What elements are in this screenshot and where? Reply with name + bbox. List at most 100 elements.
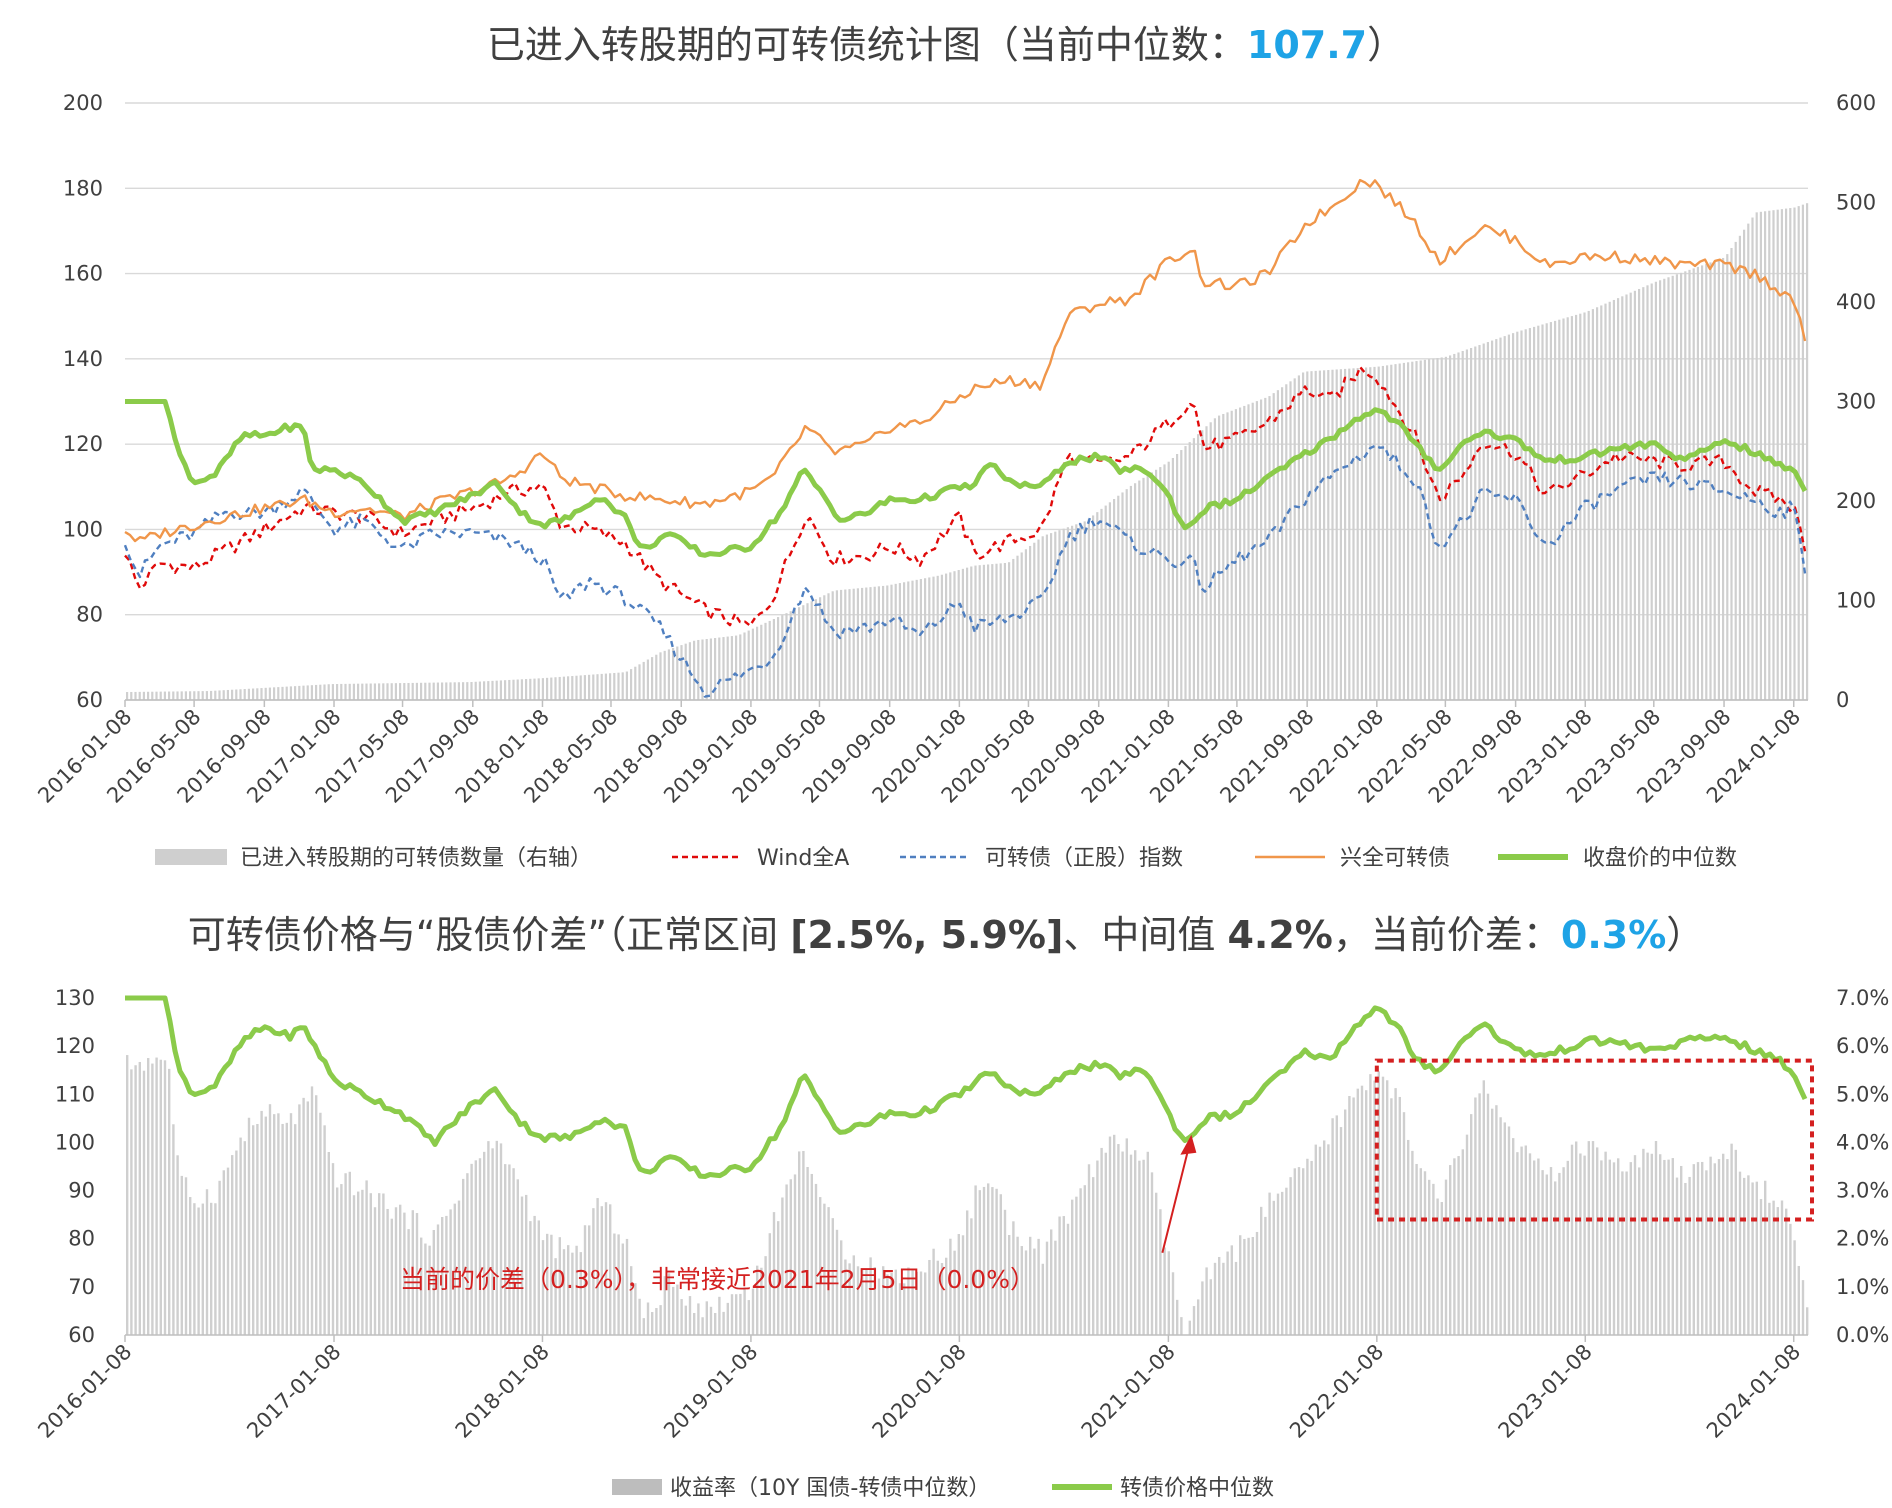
chart2-spread-bar — [1373, 1080, 1376, 1335]
chart2-spread-bar — [1402, 1112, 1406, 1335]
chart2-spread-bar — [302, 1097, 305, 1335]
chart2-spread-bar — [974, 1185, 977, 1335]
chart1-count-bar — [814, 599, 817, 700]
chart1-count-bar — [151, 691, 154, 700]
chart2-spread-bar — [1075, 1196, 1078, 1335]
chart2-annotation-text: 当前的价差（0.3%），非常接近2021年2月5日（0.0%） — [400, 1265, 1035, 1294]
chart2-spread-bar — [1239, 1235, 1242, 1335]
chart2-spread-bar — [1092, 1177, 1095, 1335]
chart2-spread-bar — [907, 1267, 910, 1335]
chart2-spread-bar — [1314, 1144, 1317, 1335]
chart2-spread-bar — [420, 1237, 423, 1335]
chart1-count-bar — [1281, 387, 1284, 700]
legend-wind-a-label: Wind全A — [757, 846, 849, 871]
chart2-spread-bar — [403, 1212, 406, 1335]
chart1-count-bar — [1495, 339, 1498, 700]
chart1-count-bar — [1054, 531, 1057, 700]
chart2-spread-bar — [953, 1250, 956, 1335]
chart1-count-bar — [831, 591, 834, 700]
chart2-spread-bar — [256, 1124, 259, 1335]
chart1-count-bar — [243, 689, 246, 700]
chart1-count-bar — [273, 687, 276, 700]
chart2-spread-bar — [722, 1311, 725, 1335]
chart2-spread-bar — [1066, 1223, 1070, 1335]
chart1-count-bar — [323, 684, 326, 700]
chart2-spread-bar — [869, 1257, 872, 1335]
chart2-spread-bar — [911, 1269, 914, 1335]
chart1-count-bar — [184, 691, 187, 700]
chart2-spread-bar — [1671, 1158, 1674, 1335]
chart2-spread-bar — [1381, 1076, 1385, 1335]
chart1-count-bar — [1633, 290, 1636, 700]
chart2-spread-bar — [785, 1184, 788, 1335]
chart2-spread-bar — [936, 1260, 939, 1335]
chart2-spread-bar — [1058, 1216, 1061, 1335]
chart2-spread-bar — [1050, 1229, 1053, 1335]
chart1-count-bar — [441, 682, 444, 700]
chart2-spread-bar — [1159, 1209, 1162, 1335]
chart1-count-bar — [1390, 364, 1393, 700]
chart2-spread-bar — [1289, 1177, 1292, 1335]
chart2-spread-bar — [218, 1180, 221, 1335]
chart2-price-median-line — [125, 995, 1808, 1179]
chart1-count-bar — [1768, 210, 1771, 701]
chart2-spread-bar — [1806, 1307, 1809, 1335]
chart1-count-bar — [1709, 262, 1712, 700]
chart1-count-bar — [1150, 472, 1153, 700]
chart2-spread-bar — [478, 1158, 482, 1335]
chart2-spread-bar — [1512, 1138, 1515, 1335]
chart1-count-bar — [1087, 518, 1090, 700]
chart1-count-bar — [583, 675, 586, 700]
chart1-count-bar — [1617, 298, 1620, 700]
chart1-count-bar — [999, 563, 1002, 700]
chart2-spread-bar — [1436, 1198, 1439, 1335]
chart1-count-bar — [995, 563, 998, 700]
chart1-count-bar — [1075, 524, 1078, 700]
chart1-count-bar — [264, 687, 267, 700]
chart2-spread-bar — [163, 1060, 167, 1335]
chart1-count-bar — [953, 571, 956, 700]
chart1-y-left-tick: 180 — [63, 176, 103, 200]
chart2-spread-bar — [1482, 1080, 1485, 1335]
chart1-title: 已进入转股期的可转债统计图（当前中位数：107.7） — [487, 23, 1405, 67]
chart1-count-bar — [697, 639, 700, 700]
chart1-count-bar — [533, 678, 536, 700]
chart2-spread-bar — [1747, 1175, 1750, 1335]
chart1-bond-index-line — [123, 444, 1807, 698]
chart1-count-bar — [1092, 515, 1095, 700]
chart1-count-bar — [903, 582, 906, 700]
chart2-spread-bar — [877, 1278, 881, 1335]
chart1-count-bar — [1776, 209, 1779, 700]
chart2-spread-bar — [1310, 1160, 1313, 1335]
chart2-spread-bar — [1352, 1097, 1355, 1335]
chart1-count-bar — [1264, 397, 1267, 700]
chart2-spread-bar — [231, 1155, 234, 1335]
chart1-count-bar — [327, 684, 330, 700]
chart2-spread-bar — [1171, 1272, 1175, 1335]
chart1-count-bar — [625, 671, 628, 700]
chart2-spread-bar — [1465, 1134, 1469, 1335]
chart2-spread-bar — [382, 1193, 385, 1335]
chart2-spread-bar — [1251, 1236, 1254, 1335]
chart2-spread-bar — [1751, 1182, 1754, 1335]
chart2-spread-bar — [1722, 1153, 1725, 1335]
chart1-y-right-tick: 500 — [1836, 191, 1876, 215]
chart2-spread-bar — [1549, 1167, 1553, 1335]
chart1-count-bar — [1667, 277, 1670, 700]
chart2-y-left-tick: 120 — [55, 1034, 95, 1058]
chart1-count-bar — [810, 601, 813, 700]
chart2-spread-bar — [1570, 1144, 1574, 1335]
chart2-spread-bar — [1499, 1117, 1502, 1335]
chart2-spread-bar — [1684, 1182, 1687, 1335]
chart2-spread-bar — [852, 1255, 855, 1335]
chart2-spread-bar — [1008, 1235, 1011, 1335]
chart1-count-bar — [768, 620, 771, 700]
chart1-count-bar — [764, 622, 767, 700]
chart1-count-bar — [819, 597, 822, 700]
chart1-count-bar — [798, 607, 801, 700]
chart2-spread-bar — [172, 1124, 175, 1335]
chart2-spread-bar — [835, 1229, 839, 1335]
chart1-count-bar — [1050, 533, 1053, 700]
chart2-spread-bar — [1108, 1136, 1112, 1335]
chart2-spread-bar — [995, 1188, 998, 1335]
